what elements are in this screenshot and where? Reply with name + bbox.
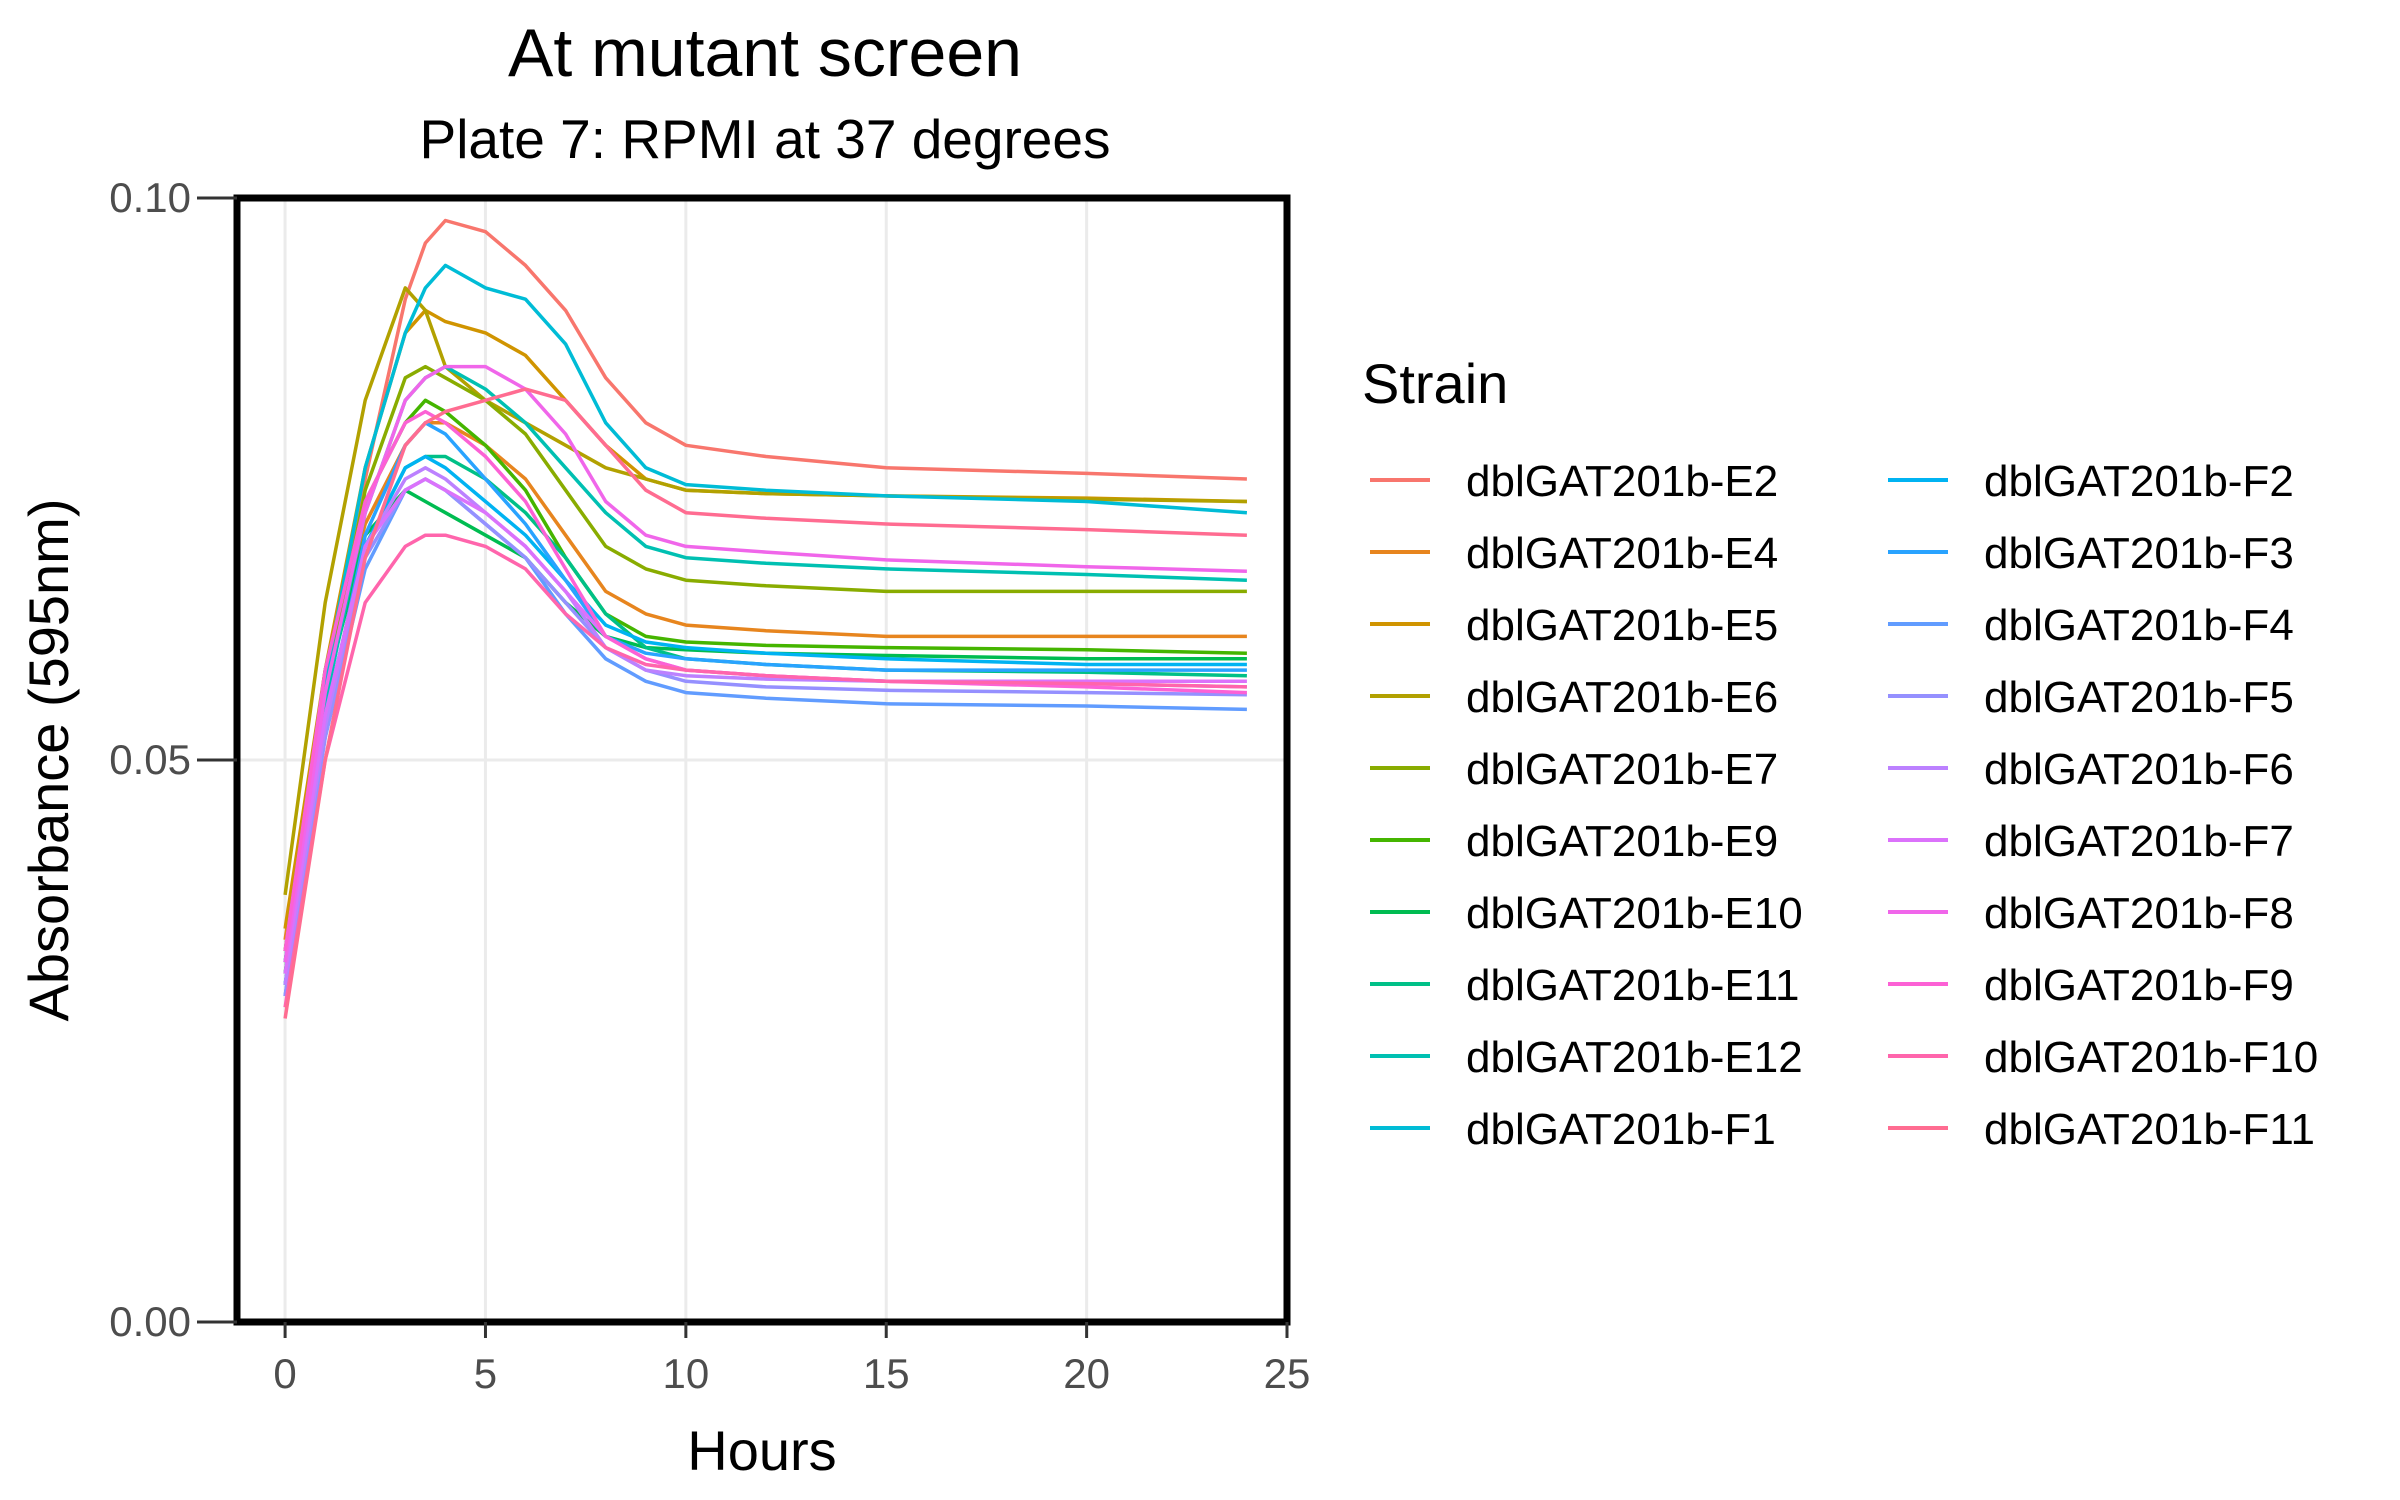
legend-label: dblGAT201b-E5 — [1466, 601, 1778, 650]
legend-label: dblGAT201b-F11 — [1984, 1105, 2315, 1154]
x-axis-label: Hours — [687, 1419, 836, 1482]
axes: 0 5 10 15 20 25 0.00 0.05 0.10 — [109, 174, 1310, 1397]
legend-label: dblGAT201b-E7 — [1466, 745, 1778, 794]
legend-label: dblGAT201b-F4 — [1984, 601, 2294, 650]
x-tick-label: 15 — [863, 1350, 910, 1397]
legend-label: dblGAT201b-E12 — [1466, 1033, 1803, 1082]
y-tick-label: 0.05 — [109, 736, 191, 783]
x-tick-label: 5 — [474, 1350, 497, 1397]
x-tick-label: 25 — [1264, 1350, 1311, 1397]
legend-label: dblGAT201b-E4 — [1466, 529, 1778, 578]
legend-label: dblGAT201b-F6 — [1984, 745, 2294, 794]
series-line — [283, 466, 1247, 986]
chart-subtitle: Plate 7: RPMI at 37 degrees — [420, 108, 1111, 170]
series-line — [283, 421, 1247, 997]
legend-label: dblGAT201b-E9 — [1466, 817, 1778, 866]
legend-label: dblGAT201b-F8 — [1984, 889, 2294, 938]
series-line — [283, 454, 1247, 986]
series-line — [283, 488, 1247, 963]
legend-label: dblGAT201b-F3 — [1984, 529, 2294, 578]
y-axis-label: Absorbance (595nm) — [17, 499, 80, 1022]
legend-label: dblGAT201b-E11 — [1466, 961, 1799, 1010]
series-line — [283, 477, 1247, 986]
x-tick-label: 10 — [662, 1350, 709, 1397]
legend-label: dblGAT201b-E2 — [1466, 457, 1778, 506]
legend-label: dblGAT201b-F7 — [1984, 817, 2294, 866]
legend-title: Strain — [1362, 352, 1508, 415]
legend-label: dblGAT201b-F2 — [1984, 457, 2294, 506]
legend-label: dblGAT201b-F5 — [1984, 673, 2294, 722]
legend-label: dblGAT201b-F1 — [1466, 1105, 1776, 1154]
series-line — [283, 218, 1247, 952]
legend-label: dblGAT201b-E6 — [1466, 673, 1778, 722]
x-tick-label: 0 — [273, 1350, 296, 1397]
legend-label: dblGAT201b-F9 — [1984, 961, 2294, 1010]
y-tick-label: 0.10 — [109, 174, 191, 221]
series-line — [283, 364, 1247, 963]
series-line — [283, 364, 1247, 974]
series-line — [283, 421, 1247, 941]
series-lines — [283, 218, 1248, 1019]
series-line — [283, 477, 1247, 997]
series-line — [283, 263, 1248, 963]
y-tick-label: 0.00 — [109, 1298, 191, 1345]
legend-label: dblGAT201b-E10 — [1466, 889, 1803, 938]
chart-title: At mutant screen — [508, 15, 1022, 91]
series-line — [283, 533, 1247, 1008]
legend-label: dblGAT201b-F10 — [1984, 1033, 2318, 1082]
series-line — [283, 387, 1247, 1019]
x-tick-label: 20 — [1063, 1350, 1110, 1397]
legend: Strain dblGAT201b-E2 dblGAT201b-E4 dblGAT2… — [1362, 352, 2318, 1154]
